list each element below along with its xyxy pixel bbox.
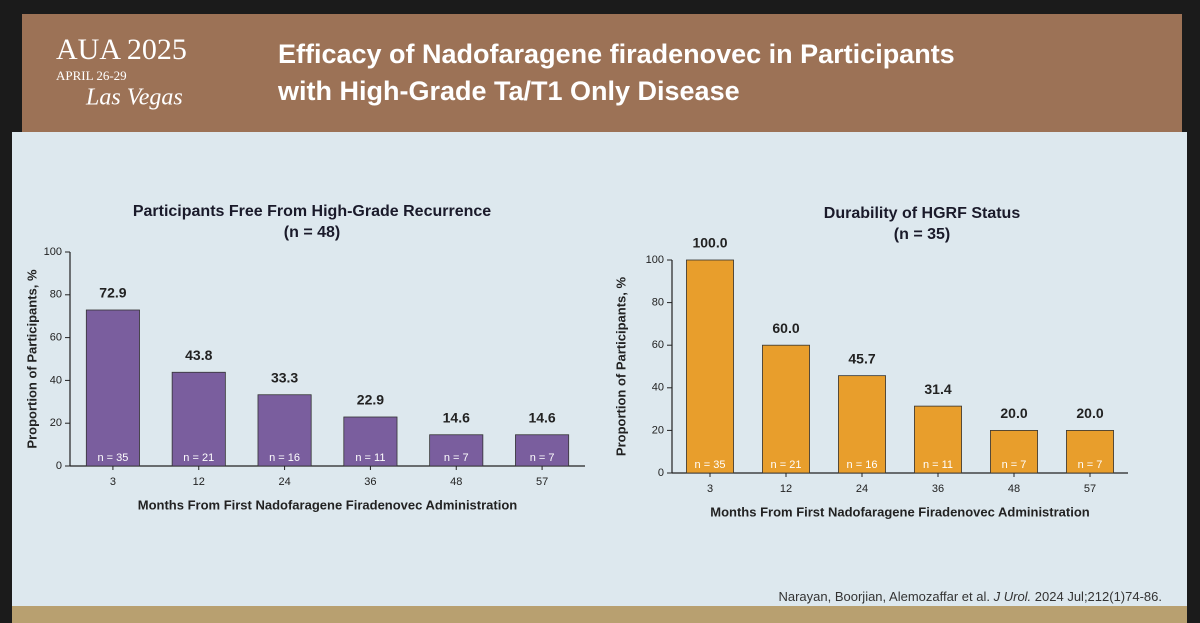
- y-tick-label: 0: [56, 460, 62, 472]
- bar: [85, 309, 140, 467]
- x-tick-label: 48: [450, 476, 462, 488]
- y-tick-label: 100: [646, 254, 664, 266]
- bar: [914, 405, 962, 474]
- x-tick-label: 12: [193, 476, 205, 488]
- footer-decoration: [12, 606, 1187, 623]
- bar: [762, 344, 810, 474]
- bar: [171, 371, 226, 467]
- logo-name: AUA 2025: [56, 33, 187, 66]
- citation-journal: J Urol.: [993, 589, 1032, 604]
- bar-n-label: n = 7: [1002, 459, 1027, 471]
- bar: [429, 434, 484, 467]
- y-tick-label: 40: [50, 374, 62, 386]
- y-tick-label: 20: [652, 424, 664, 436]
- x-axis-label: Months From First Nadofaragene Firadenov…: [138, 497, 518, 512]
- value-label: 72.9: [99, 285, 126, 301]
- y-tick-label: 60: [652, 339, 664, 351]
- value-label: 20.0: [1000, 405, 1027, 421]
- bar: [1066, 429, 1114, 474]
- value-label: 60.0: [772, 320, 799, 336]
- x-tick-label: 36: [932, 483, 944, 495]
- logo-dates: APRIL 26-29: [56, 68, 127, 83]
- citation-authors: Narayan, Boorjian, Alemozaffar et al.: [778, 589, 990, 604]
- x-tick-label: 24: [278, 476, 290, 488]
- citation-details: 2024 Jul;212(1)74-86.: [1035, 589, 1162, 604]
- chart-title: Participants Free From High-Grade Recurr…: [133, 203, 491, 220]
- citation: Narayan, Boorjian, Alemozaffar et al. J …: [778, 589, 1162, 604]
- y-tick-label: 20: [50, 417, 62, 429]
- bar-n-label: n = 11: [355, 452, 385, 464]
- bar: [838, 375, 886, 474]
- bar-n-label: n = 7: [444, 452, 469, 464]
- value-label: 31.4: [924, 381, 951, 397]
- slide-title: Efficacy of Nadofaragene firadenovec in …: [278, 39, 955, 69]
- y-axis-label: Proportion of Participants, %: [613, 276, 628, 456]
- slide-body: [12, 132, 1187, 610]
- x-tick-label: 24: [856, 483, 868, 495]
- y-tick-label: 100: [44, 246, 62, 258]
- value-label: 14.6: [443, 409, 470, 425]
- x-tick-label: 36: [364, 476, 376, 488]
- x-tick-label: 57: [536, 476, 548, 488]
- chart-subtitle: (n = 48): [284, 224, 340, 241]
- y-tick-label: 80: [652, 297, 664, 309]
- value-label: 20.0: [1076, 405, 1103, 421]
- bar: [343, 416, 398, 467]
- x-tick-label: 12: [780, 483, 792, 495]
- bar: [686, 259, 734, 474]
- y-tick-label: 60: [50, 332, 62, 344]
- value-label: 100.0: [692, 235, 727, 251]
- bar-n-label: n = 35: [97, 452, 128, 464]
- slide-title: with High-Grade Ta/T1 Only Disease: [277, 76, 740, 106]
- header-band: [22, 14, 1182, 132]
- bar-n-label: n = 7: [530, 452, 555, 464]
- bar-n-label: n = 16: [847, 459, 878, 471]
- logo-city: Las Vegas: [85, 85, 183, 111]
- chart-title: Durability of HGRF Status: [824, 205, 1021, 222]
- bar-n-label: n = 21: [183, 452, 214, 464]
- bar: [990, 429, 1038, 474]
- x-tick-label: 48: [1008, 483, 1020, 495]
- x-tick-label: 57: [1084, 483, 1096, 495]
- x-axis-label: Months From First Nadofaragene Firadenov…: [710, 504, 1090, 519]
- y-tick-label: 80: [50, 289, 62, 301]
- bar-n-label: n = 7: [1078, 459, 1103, 471]
- bar-n-label: n = 21: [771, 459, 802, 471]
- value-label: 14.6: [528, 409, 555, 425]
- value-label: 22.9: [357, 392, 384, 408]
- x-tick-label: 3: [110, 476, 116, 488]
- bar-n-label: n = 35: [695, 459, 726, 471]
- value-label: 33.3: [271, 369, 298, 385]
- x-tick-label: 3: [707, 483, 713, 495]
- value-label: 43.8: [185, 347, 212, 363]
- value-label: 45.7: [848, 350, 875, 366]
- chart-subtitle: (n = 35): [894, 226, 950, 243]
- bar: [515, 434, 570, 467]
- bar-n-label: n = 11: [923, 459, 953, 471]
- y-tick-label: 0: [658, 467, 664, 479]
- bar-n-label: n = 16: [269, 452, 300, 464]
- y-tick-label: 40: [652, 382, 664, 394]
- y-axis-label: Proportion of Participants, %: [24, 269, 39, 449]
